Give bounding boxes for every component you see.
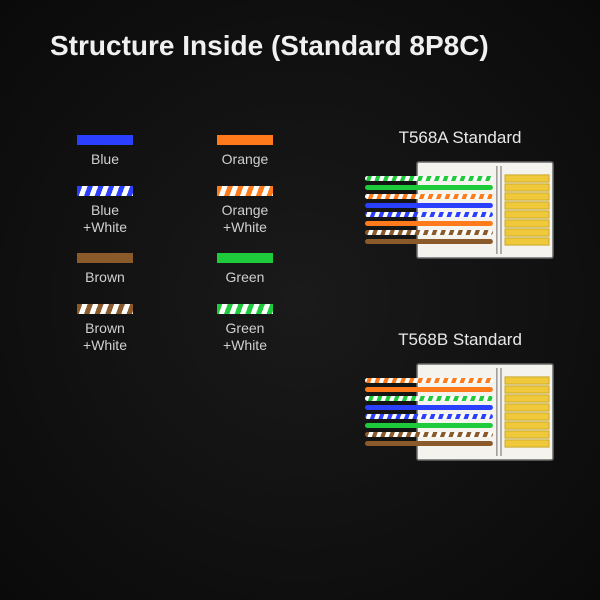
legend-label: Orange <box>222 151 269 168</box>
solid-swatch-icon <box>77 253 133 263</box>
legend-label: Blue <box>91 151 119 168</box>
rj45-connector-icon <box>365 160 555 260</box>
solid-swatch-icon <box>217 253 273 263</box>
striped-swatch-icon <box>217 304 273 314</box>
legend-item: Orange +White <box>190 186 300 236</box>
legend-item: Green <box>190 253 300 286</box>
page-title: Structure Inside (Standard 8P8C) <box>50 30 489 62</box>
legend-item: Brown <box>50 253 160 286</box>
legend-item: Green +White <box>190 304 300 354</box>
solid-swatch-icon <box>217 135 273 145</box>
legend-label: Green <box>226 269 265 286</box>
legend-item: Blue <box>50 135 160 168</box>
striped-swatch-icon <box>77 304 133 314</box>
legend-item: Brown +White <box>50 304 160 354</box>
color-legend: Blue Orange Blue +White Orange +White Brown G… <box>50 135 300 354</box>
legend-label: Blue +White <box>83 202 127 236</box>
legend-label: Brown <box>85 269 125 286</box>
legend-item: Orange <box>190 135 300 168</box>
legend-label: Green +White <box>223 320 267 354</box>
legend-item: Blue +White <box>50 186 160 236</box>
striped-swatch-icon <box>77 186 133 196</box>
connector-block: T568A Standard <box>365 128 555 265</box>
connector-label: T568B Standard <box>365 330 555 350</box>
rj45-connector-icon <box>365 362 555 462</box>
connector-block: T568B Standard <box>365 330 555 467</box>
connector-label: T568A Standard <box>365 128 555 148</box>
striped-swatch-icon <box>217 186 273 196</box>
solid-swatch-icon <box>77 135 133 145</box>
legend-label: Orange +White <box>222 202 269 236</box>
legend-label: Brown +White <box>83 320 127 354</box>
